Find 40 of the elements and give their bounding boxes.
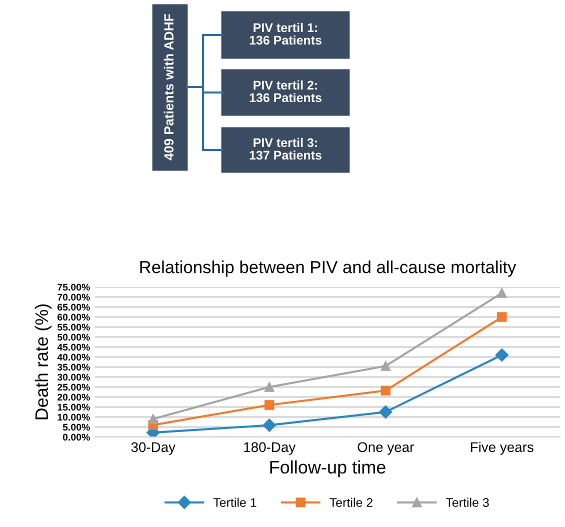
y-tick-label: 60.00% xyxy=(58,314,90,321)
point xyxy=(264,400,274,410)
y-tick-label: 15.00% xyxy=(58,404,90,411)
x-tick-label: 30-Day xyxy=(131,442,176,455)
x-tick-label: Five years xyxy=(470,442,534,455)
text: PIV tertil 3: 137 Patients xyxy=(250,138,322,160)
point xyxy=(495,348,508,362)
point xyxy=(148,414,158,424)
point xyxy=(264,382,274,392)
y-tick-label: 10.00% xyxy=(58,414,90,421)
y-tick-label: 65.00% xyxy=(58,304,90,311)
y-tick-label: 20.00% xyxy=(58,394,90,401)
x-tick-label: One year xyxy=(358,442,414,455)
y-tick-label: 50.00% xyxy=(57,334,90,341)
point xyxy=(262,418,276,432)
chart-title: Relationship between PIV and all-cause mortality xyxy=(140,260,516,277)
point xyxy=(380,361,390,371)
x-tick-label: 180-Day xyxy=(244,442,296,455)
y-tick-label: 0.00% xyxy=(62,434,90,441)
y-axis-title: Death rate (%) xyxy=(34,304,52,420)
y-tick-label: 25.00% xyxy=(58,384,90,391)
y-tick-label: 75.00% xyxy=(58,284,90,291)
point xyxy=(497,288,507,298)
y-tick-label: 40.00% xyxy=(57,354,90,361)
point xyxy=(380,386,390,396)
y-tick-label: 45.00% xyxy=(57,344,90,351)
y-tick-label: 55.00% xyxy=(57,324,90,331)
legend-label: Tertile 1 xyxy=(213,498,256,507)
x-axis-title: Follow-up time xyxy=(270,460,386,478)
y-tick-label: 5.00% xyxy=(62,424,90,431)
text: PIV tertil 2: 136 Patients xyxy=(250,80,322,102)
point xyxy=(497,312,507,322)
text: 409 Patients with ADHF xyxy=(164,14,174,160)
text: PIV tertil 1: 136 Patients xyxy=(250,22,322,45)
y-tick-label: 70.00% xyxy=(58,294,90,301)
legend-label: Tertile 3 xyxy=(446,498,489,507)
y-tick-label: 30.00% xyxy=(57,374,90,381)
point xyxy=(379,405,392,419)
y-tick-label: 35.00% xyxy=(57,364,90,371)
legend-label: Tertile 2 xyxy=(330,498,373,507)
